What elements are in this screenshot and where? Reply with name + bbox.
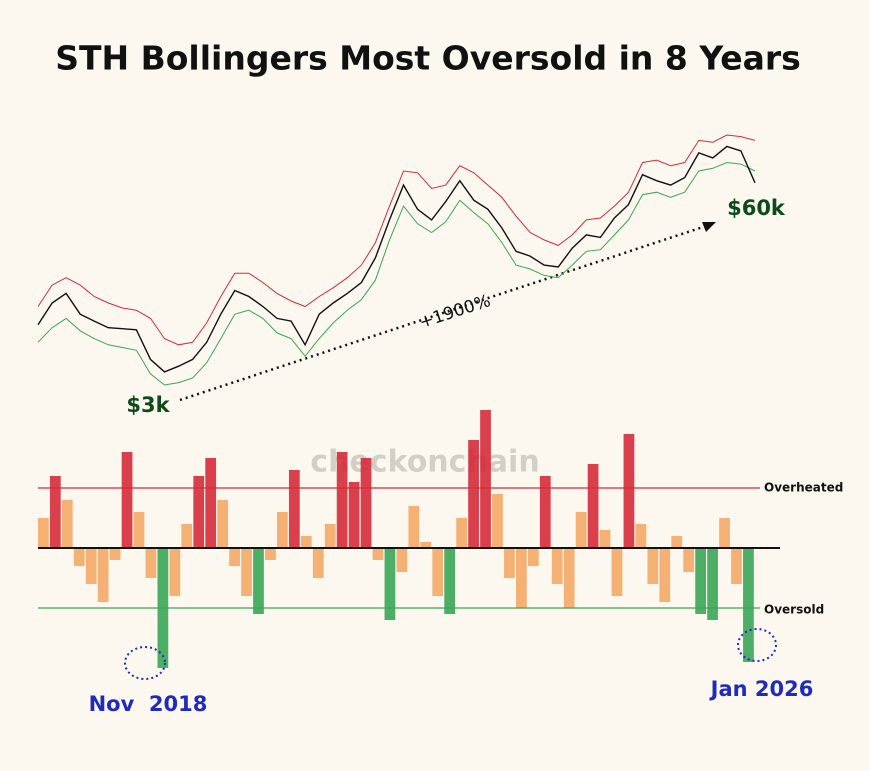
bar	[671, 536, 683, 548]
bar	[707, 548, 718, 620]
bar	[396, 548, 408, 572]
bar	[719, 518, 730, 548]
highlight-circle	[124, 646, 166, 680]
bar	[277, 512, 288, 548]
bar	[121, 452, 133, 548]
bar	[169, 548, 181, 596]
bar	[516, 548, 527, 608]
bar	[575, 512, 587, 548]
bar	[468, 440, 479, 548]
bar	[145, 548, 157, 578]
bar	[300, 536, 312, 548]
bar	[193, 476, 205, 548]
bar	[312, 548, 324, 578]
bar	[623, 434, 635, 548]
bar	[683, 548, 695, 572]
bar	[384, 548, 396, 620]
level-label: Overheated	[764, 481, 843, 495]
bar	[551, 548, 563, 584]
bar	[49, 476, 61, 548]
level-label: Oversold	[764, 603, 824, 617]
bar	[38, 518, 49, 548]
bar	[599, 530, 611, 548]
bar	[73, 548, 85, 566]
bar	[743, 548, 754, 662]
bar	[587, 464, 599, 548]
bar	[265, 548, 276, 560]
bar	[324, 524, 336, 548]
bar	[695, 548, 707, 614]
date-label: Nov 2018	[89, 692, 208, 716]
arrow-head	[702, 222, 716, 232]
bar	[241, 548, 252, 596]
bar	[85, 548, 97, 584]
series-line	[37, 145, 756, 373]
bar	[504, 548, 515, 578]
highlight-circle	[737, 628, 777, 662]
series-line	[37, 134, 756, 346]
oscillator: Overheated Oversold	[38, 410, 843, 668]
bar	[420, 542, 432, 548]
bar	[109, 548, 121, 560]
chart-title: STH Bollingers Most Oversold in 8 Years	[55, 39, 801, 78]
bar	[205, 458, 217, 548]
bar	[731, 548, 742, 584]
bar	[611, 548, 623, 596]
bar	[348, 482, 360, 548]
bar	[253, 548, 264, 614]
bar	[229, 548, 240, 566]
bar	[563, 548, 575, 608]
bar	[360, 458, 372, 548]
bar	[635, 524, 647, 548]
bar	[97, 548, 109, 602]
bar	[61, 500, 73, 548]
bar	[659, 548, 671, 602]
high-label: $60k	[727, 196, 786, 220]
bar	[217, 500, 229, 548]
bar	[527, 548, 539, 566]
bar	[288, 470, 300, 548]
bar	[133, 512, 145, 548]
bar	[408, 506, 420, 548]
bar	[539, 476, 551, 548]
bar	[444, 548, 456, 614]
bar	[480, 410, 491, 548]
bar	[647, 548, 659, 584]
bar	[336, 452, 348, 548]
bar	[492, 494, 503, 548]
date-label: Jan 2026	[709, 677, 814, 701]
bar	[456, 518, 468, 548]
bar	[432, 548, 444, 596]
low-label: $3k	[126, 393, 170, 417]
bar	[181, 524, 193, 548]
series-line	[37, 161, 756, 386]
watermark: checkonchain	[310, 445, 539, 480]
bar	[372, 548, 384, 560]
